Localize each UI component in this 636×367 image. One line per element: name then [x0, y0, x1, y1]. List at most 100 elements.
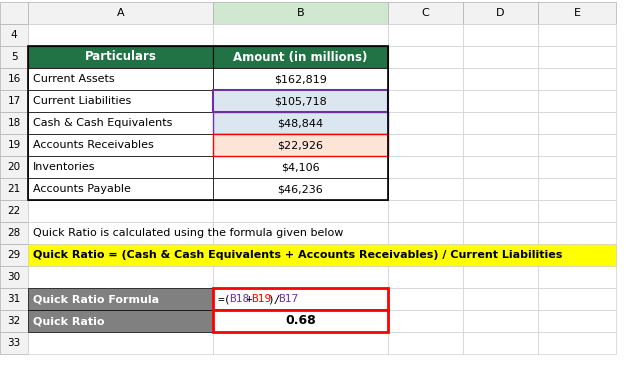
Bar	[28, 90, 213, 112]
Bar	[28, 24, 213, 46]
Bar	[28, 244, 213, 266]
Bar	[213, 156, 388, 178]
Text: Quick Ratio Formula: Quick Ratio Formula	[33, 294, 159, 304]
Text: )/: )/	[268, 294, 281, 304]
Bar	[213, 200, 388, 222]
Bar	[213, 178, 388, 200]
Bar	[0, 112, 28, 134]
Bar	[28, 310, 213, 332]
Text: 19: 19	[8, 140, 20, 150]
Bar	[388, 200, 463, 222]
Bar	[213, 46, 388, 68]
Bar	[28, 178, 213, 200]
Bar	[28, 90, 213, 112]
Bar	[463, 288, 538, 310]
Text: Amount (in millions): Amount (in millions)	[233, 51, 368, 63]
Bar	[213, 288, 388, 310]
Bar	[28, 112, 213, 134]
Bar	[28, 2, 213, 24]
Text: B19: B19	[251, 294, 271, 304]
Bar	[463, 266, 538, 288]
Text: 32: 32	[8, 316, 20, 326]
Bar	[28, 46, 213, 68]
Text: 18: 18	[8, 118, 20, 128]
Bar	[28, 288, 213, 310]
Text: A: A	[116, 8, 124, 18]
Bar	[538, 112, 616, 134]
Bar	[213, 266, 388, 288]
Text: $22,926: $22,926	[277, 140, 324, 150]
Bar	[388, 24, 463, 46]
Text: $22,926: $22,926	[277, 140, 324, 150]
Bar	[213, 288, 388, 310]
Bar	[538, 134, 616, 156]
Bar	[213, 90, 388, 112]
Text: D: D	[496, 8, 505, 18]
Text: 17: 17	[8, 96, 20, 106]
Bar	[213, 178, 388, 200]
Bar	[388, 310, 463, 332]
Bar	[463, 178, 538, 200]
Text: Quick Ratio = (Cash & Cash Equivalents + Accounts Receivables) / Current Liabili: Quick Ratio = (Cash & Cash Equivalents +…	[33, 250, 562, 260]
Text: $4,106: $4,106	[281, 162, 320, 172]
Bar	[0, 90, 28, 112]
Bar	[538, 332, 616, 354]
Text: 5: 5	[11, 52, 17, 62]
Bar	[538, 24, 616, 46]
Text: 21: 21	[8, 184, 20, 194]
Bar	[213, 68, 388, 90]
Bar	[388, 2, 463, 24]
Bar	[213, 112, 388, 134]
Text: B: B	[296, 8, 304, 18]
Bar	[463, 68, 538, 90]
Bar	[388, 112, 463, 134]
Bar	[538, 288, 616, 310]
Text: 28: 28	[8, 228, 20, 238]
Bar	[463, 24, 538, 46]
Bar	[388, 90, 463, 112]
Bar	[388, 134, 463, 156]
Text: $48,844: $48,844	[277, 118, 324, 128]
Bar	[388, 288, 463, 310]
Bar	[28, 112, 213, 134]
Bar	[463, 90, 538, 112]
Text: 20: 20	[8, 162, 20, 172]
Bar	[538, 310, 616, 332]
Bar	[213, 310, 388, 332]
Bar	[28, 178, 213, 200]
Bar	[388, 266, 463, 288]
Bar	[28, 156, 213, 178]
Text: B17: B17	[279, 294, 299, 304]
Bar	[28, 288, 213, 310]
Bar	[28, 46, 213, 68]
Bar	[213, 2, 388, 24]
Bar	[213, 222, 388, 244]
Bar	[28, 46, 388, 200]
Text: =(: =(	[218, 294, 232, 304]
Text: Quick Ratio is calculated using the formula given below: Quick Ratio is calculated using the form…	[33, 228, 343, 238]
Bar	[28, 222, 213, 244]
Bar	[538, 178, 616, 200]
Bar	[388, 178, 463, 200]
Bar	[28, 156, 213, 178]
Text: $46,236: $46,236	[278, 184, 323, 194]
Bar	[28, 134, 213, 156]
Bar	[213, 134, 388, 156]
Text: 16: 16	[8, 74, 20, 84]
Bar	[28, 266, 213, 288]
Bar	[538, 244, 616, 266]
Text: 31: 31	[8, 294, 20, 304]
Bar	[213, 90, 388, 112]
Bar	[463, 200, 538, 222]
Bar	[213, 68, 388, 90]
Text: $105,718: $105,718	[274, 96, 327, 106]
Text: Inventories: Inventories	[33, 162, 95, 172]
Bar	[28, 200, 213, 222]
Text: Current Liabilities: Current Liabilities	[33, 96, 131, 106]
Text: E: E	[574, 8, 581, 18]
Text: $162,819: $162,819	[274, 74, 327, 84]
Bar	[463, 222, 538, 244]
Bar	[388, 156, 463, 178]
Bar	[388, 332, 463, 354]
Bar	[463, 156, 538, 178]
